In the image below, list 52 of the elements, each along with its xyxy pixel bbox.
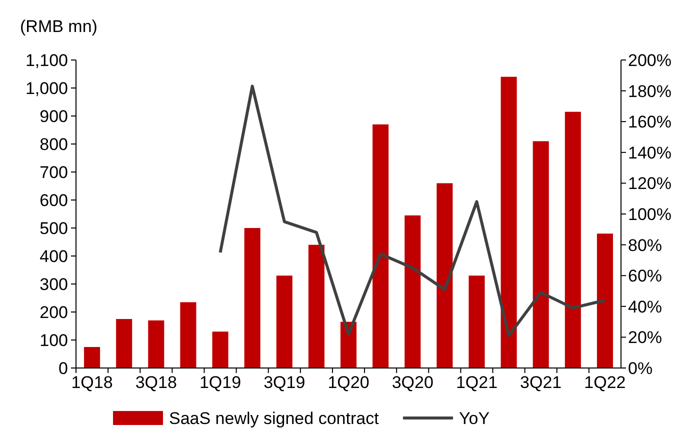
legend-label: YoY [459,408,490,428]
bar [308,244,324,368]
bar [404,215,421,368]
y-tick-label: 0 [58,358,68,378]
y2-tick-label: 60% [628,266,662,286]
y2-tick-label: 80% [628,236,662,255]
x-tick-label: 3Q19 [264,373,306,392]
bar [500,76,517,368]
y-tick-label: 600 [40,190,68,210]
y-axis-title: (RMB mn) [20,17,98,36]
y2-tick-label: 140% [628,143,672,162]
bar [468,276,485,368]
x-tick-label: 1Q21 [456,373,498,392]
y-tick-label: 400 [40,246,68,266]
y-tick-label: 800 [40,134,68,154]
x-tick-label: 3Q21 [520,373,562,392]
y-tick-label: 700 [40,162,68,182]
legend-label: SaaS newly signed contract [169,408,380,428]
y-tick-label: 1,100 [25,50,68,70]
bar [564,112,581,368]
bar [372,124,389,368]
y2-tick-label: 160% [628,112,672,132]
x-tick-label: 1Q19 [199,373,242,392]
bar [180,302,196,368]
y2-tick-label: 0% [628,358,653,378]
bar [532,141,549,368]
y2-tick-label: 100% [628,204,672,224]
y-tick-label: 200 [40,302,68,322]
y-tick-label: 500 [40,218,68,238]
bar [212,332,228,368]
y2-tick-label: 120% [628,174,672,194]
x-tick-label: 1Q18 [71,373,113,392]
y2-tick-label: 20% [628,328,662,348]
bar [596,234,613,368]
line-series [218,84,606,338]
bar [116,319,132,368]
x-tick-label: 3Q18 [135,373,177,392]
y2-tick-label: 180% [628,82,672,101]
bar [244,228,260,368]
y-tick-label: 900 [40,106,68,126]
x-tick-label: 1Q22 [584,373,626,392]
bar [276,276,292,368]
y-tick-label: 300 [40,274,68,294]
y2-tick-label: 40% [628,297,662,316]
bar [84,347,100,368]
bar [148,320,164,368]
x-tick-label: 3Q20 [392,373,434,392]
y2-tick-label: 200% [628,50,672,70]
y-tick-label: 1,000 [25,78,68,98]
y-tick-label: 100 [40,330,68,350]
bar [436,183,453,368]
x-tick-label: 1Q20 [328,373,370,392]
